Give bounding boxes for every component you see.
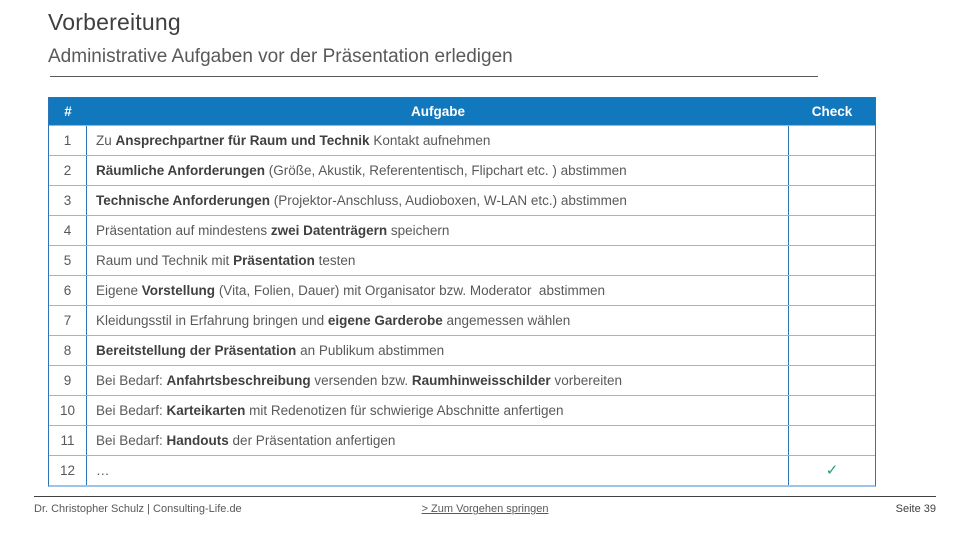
task-cell: Technische Anforderungen (Projektor-Ansc…	[87, 186, 789, 215]
check-cell[interactable]	[789, 126, 875, 155]
check-cell[interactable]	[789, 276, 875, 305]
row-number-cell: 10	[49, 396, 87, 425]
table-row: 5 Raum und Technik mit Präsentation teste…	[49, 245, 875, 275]
task-cell: Präsentation auf mindestens zwei Datentr…	[87, 216, 789, 245]
table-row: 8 Bereitstellung der Präsentation an Publ…	[49, 335, 875, 365]
page-subtitle: Administrative Aufgaben vor der Präsenta…	[48, 46, 513, 67]
footer-divider	[34, 496, 936, 497]
row-number-cell: 4	[49, 216, 87, 245]
subtitle-divider	[50, 76, 818, 77]
task-cell: Kleidungsstil in Erfahrung bringen und e…	[87, 306, 789, 335]
page-title: Vorbereitung	[48, 9, 181, 35]
check-cell[interactable]	[789, 186, 875, 215]
task-table: # Aufgabe Check 1 Zu Ansprechpartner für …	[48, 97, 876, 487]
table-row: 4 Präsentation auf mindestens zwei Datent…	[49, 215, 875, 245]
task-cell: …	[87, 456, 789, 485]
task-cell: Zu Ansprechpartner für Raum und Technik …	[87, 126, 789, 155]
row-number-cell: 6	[49, 276, 87, 305]
task-cell: Bei Bedarf: Karteikarten mit Redenotizen…	[87, 396, 789, 425]
table-header-row: # Aufgabe Check	[49, 98, 875, 125]
check-cell[interactable]	[789, 396, 875, 425]
column-header-task: Aufgabe	[411, 104, 465, 119]
table-row: 7 Kleidungsstil in Erfahrung bringen und …	[49, 305, 875, 335]
row-number-cell: 12	[49, 456, 87, 485]
row-number-cell: 2	[49, 156, 87, 185]
check-cell[interactable]	[789, 366, 875, 395]
check-icon: ✓	[825, 462, 839, 479]
task-cell: Räumliche Anforderungen (Größe, Akustik,…	[87, 156, 789, 185]
column-header-number: #	[64, 104, 72, 119]
page-number: Seite 39	[895, 503, 937, 515]
table-row: 9 Bei Bedarf: Anfahrtsbeschreibung versen…	[49, 365, 875, 395]
table-row: 3 Technische Anforderungen (Projektor-Ans…	[49, 185, 875, 215]
table-row: 12… ✓	[49, 455, 875, 485]
row-number-cell: 9	[49, 366, 87, 395]
task-cell: Bei Bedarf: Anfahrtsbeschreibung versend…	[87, 366, 789, 395]
table-row: 6 Eigene Vorstellung (Vita, Folien, Dauer…	[49, 275, 875, 305]
footer-author: Dr. Christopher Schulz | Consulting-Life…	[34, 503, 242, 515]
check-cell[interactable]	[789, 426, 875, 455]
table-row: 1 Zu Ansprechpartner für Raum und Technik…	[49, 125, 875, 155]
row-number-cell: 7	[49, 306, 87, 335]
check-cell[interactable]	[789, 306, 875, 335]
jump-to-process-link[interactable]: > Zum Vorgehen springen	[421, 503, 549, 515]
table-row: 10 Bei Bedarf: Karteikarten mit Redenotiz…	[49, 395, 875, 425]
row-number-cell: 3	[49, 186, 87, 215]
check-cell[interactable]	[789, 246, 875, 275]
table-row: 11 Bei Bedarf: Handouts der Präsentation …	[49, 425, 875, 455]
footer: Dr. Christopher Schulz | Consulting-Life…	[34, 503, 936, 515]
column-header-check: Check	[811, 104, 853, 119]
check-cell[interactable]	[789, 336, 875, 365]
task-cell: Eigene Vorstellung (Vita, Folien, Dauer)…	[87, 276, 789, 305]
row-number-cell: 5	[49, 246, 87, 275]
row-number-cell: 1	[49, 126, 87, 155]
task-cell: Bei Bedarf: Handouts der Präsentation an…	[87, 426, 789, 455]
check-cell[interactable]	[789, 156, 875, 185]
row-number-cell: 8	[49, 336, 87, 365]
check-cell[interactable]	[789, 216, 875, 245]
task-cell: Raum und Technik mit Präsentation testen	[87, 246, 789, 275]
check-cell[interactable]: ✓	[789, 456, 875, 485]
row-number-cell: 11	[49, 426, 87, 455]
table-row: 2 Räumliche Anforderungen (Größe, Akustik…	[49, 155, 875, 185]
task-cell: Bereitstellung der Präsentation an Publi…	[87, 336, 789, 365]
